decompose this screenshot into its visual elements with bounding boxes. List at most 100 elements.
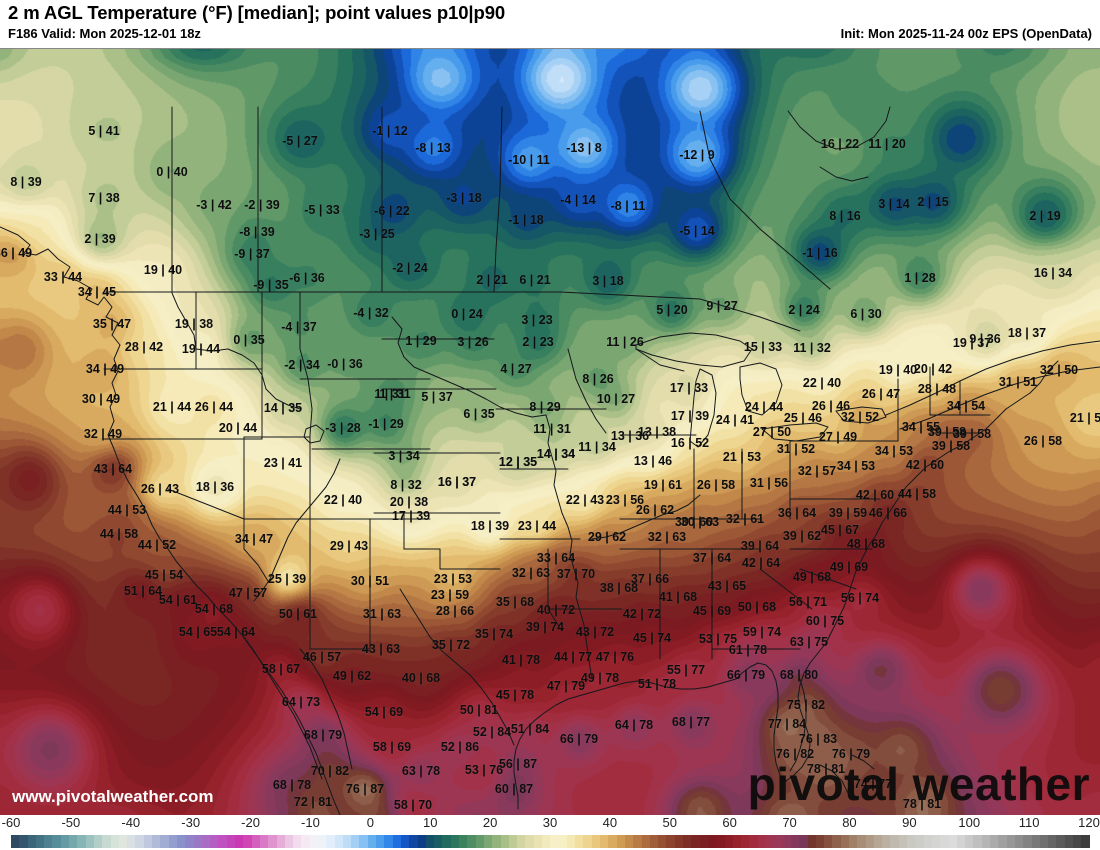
colorbar-tick-label: 20 (482, 815, 498, 830)
point-value-label: 32 | 61 (725, 512, 765, 526)
valid-time-label: F186 Valid: Mon 2025-12-01 18z (8, 26, 201, 41)
point-value-label: 11 | 34 (578, 440, 616, 454)
point-value-label: 28 | 48 (917, 382, 957, 396)
colorbar-swatch (649, 835, 659, 848)
point-value-label: 26 | 47 (861, 387, 901, 401)
point-value-label: 63 | 75 (789, 635, 829, 649)
colorbar-gradient[interactable] (11, 835, 1090, 848)
point-value-label: 5 | 37 (421, 390, 453, 404)
colorbar-swatch (11, 835, 20, 848)
point-value-label: 34 | 45 (77, 285, 117, 299)
point-value-label: 38 | 68 (599, 581, 639, 595)
point-value-label: 9 | 27 (706, 299, 738, 313)
point-value-label: -6 | 22 (374, 204, 410, 218)
colorbar-swatch (376, 835, 385, 848)
colorbar-tick-label: 10 (422, 815, 438, 830)
colorbar-tick-label: 70 (782, 815, 797, 830)
point-value-label: 19 | 44 (181, 342, 221, 356)
point-value-label: -1 | 18 (508, 213, 544, 227)
point-value-label: -8 | 11 (610, 199, 646, 213)
colorbar-swatch (807, 835, 816, 848)
point-value-label: 6 | 35 (463, 407, 495, 421)
point-value-label: 49 | 68 (792, 570, 832, 584)
point-value-label: 60 | 75 (805, 614, 845, 628)
point-value-label: 29 | 43 (329, 539, 369, 553)
point-value-label: 17 | 39 (391, 509, 431, 523)
point-value-label: 36 | 64 (777, 506, 817, 520)
colorbar-swatch (583, 835, 592, 848)
colorbar-swatch (990, 835, 999, 848)
point-value-label: 13 | 36 (610, 429, 650, 443)
colorbar-swatch (359, 835, 368, 848)
point-value-label: 0 | 24 (451, 307, 483, 321)
point-value-label: 32 | 63 (511, 566, 551, 580)
colorbar-swatch (591, 835, 601, 848)
colorbar-swatch (1006, 835, 1015, 848)
point-value-label: -4 | 37 (281, 320, 317, 334)
colorbar-swatch (815, 835, 825, 848)
point-value-label: 42 | 60 (855, 488, 895, 502)
colorbar-swatch (666, 835, 675, 848)
point-value-label: -5 | 27 (282, 134, 318, 148)
point-value-label: 50 | 68 (737, 600, 777, 614)
colorbar-swatch (409, 835, 418, 848)
point-value-label: 30 | 63 (680, 515, 720, 529)
colorbar-swatch (965, 835, 974, 848)
point-value-label: 27 | 50 (752, 425, 792, 439)
colorbar-swatch (940, 835, 949, 848)
point-value-label: 5 | 41 (88, 124, 120, 138)
point-value-label: 40 | 68 (401, 671, 441, 685)
point-value-label: 76 | 79 (831, 747, 871, 761)
point-value-label: 11 | 20 (868, 137, 906, 151)
point-value-label: 17 | 33 (669, 381, 709, 395)
point-value-label: 29 | 62 (587, 530, 627, 544)
point-value-label: 39 | 74 (525, 620, 565, 634)
point-value-label: 34 | 49 (85, 362, 125, 376)
colorbar-swatch (135, 835, 144, 848)
colorbar-swatch (608, 835, 617, 848)
colorbar-swatch (218, 835, 227, 848)
point-value-label: 8 | 26 (582, 372, 614, 386)
colorbar-swatch (575, 835, 584, 848)
colorbar-swatch (931, 835, 941, 848)
point-value-label: 68 | 78 (272, 778, 312, 792)
colorbar-swatch (766, 835, 775, 848)
colorbar-tick-label: 120 (1078, 815, 1100, 830)
point-value-label: 35 | 72 (431, 638, 471, 652)
point-value-label: -8 | 39 (239, 225, 275, 239)
colorbar-swatch (542, 835, 551, 848)
point-value-label: 45 | 67 (820, 523, 860, 537)
point-value-label: 11 | 31 (533, 422, 571, 436)
point-value-label: 49 | 62 (332, 669, 372, 683)
colorbar-swatch (857, 835, 866, 848)
point-value-label: 70 | 82 (310, 764, 350, 778)
header: 2 m AGL Temperature (°F) [median]; point… (0, 0, 1100, 48)
point-value-label: 49 | 69 (829, 560, 869, 574)
point-value-label: -8 | 13 (415, 141, 451, 155)
point-value-label: 1 | 31 (379, 387, 411, 401)
colorbar-swatch (956, 835, 966, 848)
point-value-label: 20 | 38 (389, 495, 429, 509)
colorbar[interactable]: -60 -50 -40 -30 -20 -10 0 10 20 30 40 50 60 70 80 90 100… (0, 815, 1100, 850)
point-value-label: 46 | 57 (302, 650, 342, 664)
colorbar-swatch (492, 835, 501, 848)
point-value-label: 45 | 69 (692, 604, 732, 618)
point-value-label: 34 | 47 (234, 532, 274, 546)
point-value-label: 66 | 79 (559, 732, 599, 746)
colorbar-tick-label: 40 (602, 815, 618, 830)
point-value-label: 2 | 39 (84, 232, 116, 246)
point-value-label: 37 | 66 (630, 572, 670, 586)
point-value-label: 33 | 44 (43, 270, 83, 284)
colorbar-swatch (616, 835, 625, 848)
colorbar-swatch (85, 835, 94, 848)
colorbar-tick-label: -60 (1, 815, 21, 830)
colorbar-swatch (824, 835, 833, 848)
point-value-label: 16 | 22 (820, 137, 860, 151)
point-value-label: -3 | 18 (446, 191, 482, 205)
point-value-label: 53 | 75 (698, 632, 738, 646)
point-value-label: 58 | 67 (261, 662, 301, 676)
point-value-label: 30 | 49 (81, 392, 121, 406)
point-value-label: 76 | 87 (345, 782, 385, 796)
point-value-label: 66 | 79 (726, 668, 766, 682)
